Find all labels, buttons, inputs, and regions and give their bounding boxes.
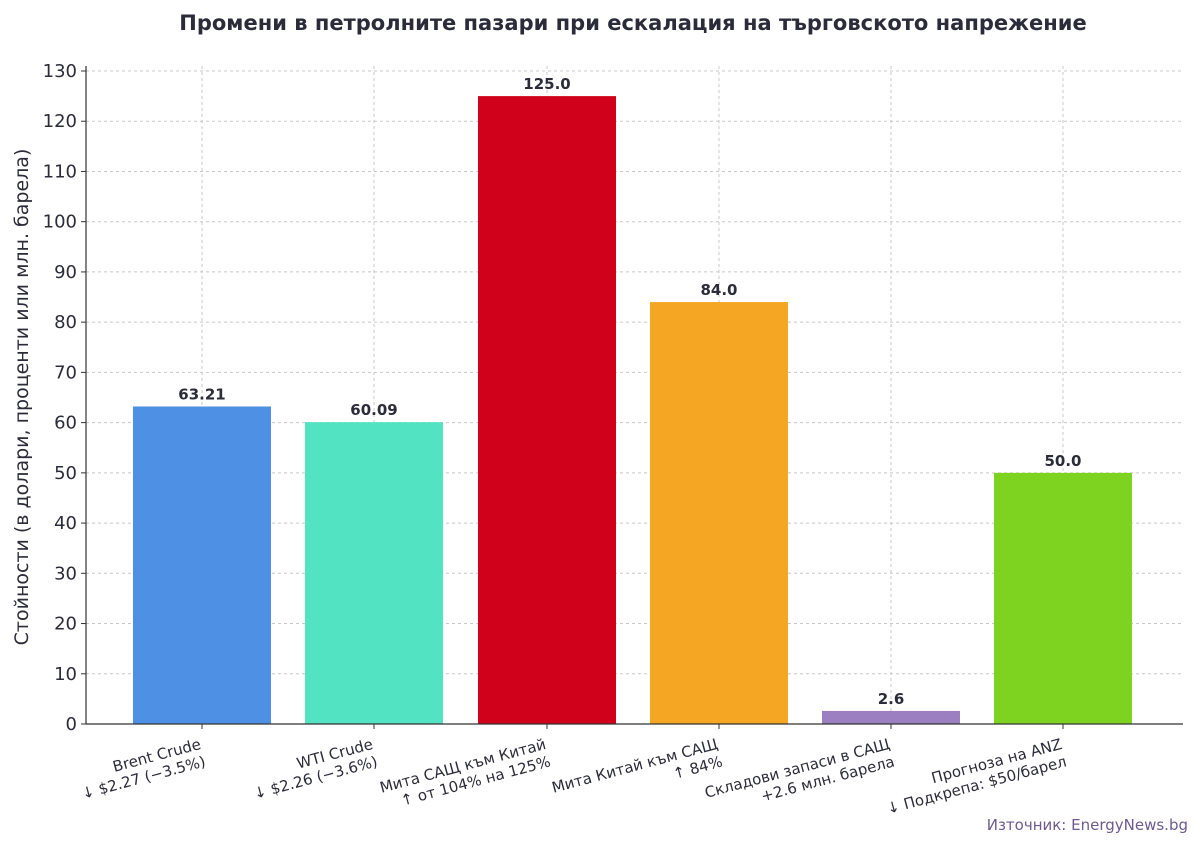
x-tick-label: Складови запаси в САЩ+2.6 млн. барела xyxy=(703,735,897,805)
y-axis-label: Стойности (в долари, проценти или млн. б… xyxy=(11,149,33,646)
bar xyxy=(994,472,1132,724)
y-tick-label: 120 xyxy=(43,111,77,132)
data-label: 60.09 xyxy=(350,401,397,419)
data-label: 84.0 xyxy=(700,281,737,299)
source-note: Източник: EnergyNews.bg xyxy=(986,816,1188,834)
y-tick-label: 70 xyxy=(54,362,77,383)
y-tick-label: 40 xyxy=(54,513,77,534)
y-tick-label: 30 xyxy=(54,563,77,584)
data-label: 63.21 xyxy=(178,385,225,403)
bar xyxy=(478,96,616,725)
data-label: 125.0 xyxy=(523,75,570,93)
y-tick-label: 90 xyxy=(54,262,77,283)
y-tick-label: 100 xyxy=(43,212,77,233)
bar xyxy=(650,302,788,724)
x-tick-label: Brent Crude↓ $2.27 (−3.5%) xyxy=(80,735,208,803)
y-tick-label: 130 xyxy=(43,61,77,82)
bar xyxy=(822,710,960,724)
y-tick-label: 20 xyxy=(54,614,77,635)
x-tick-label: Мита САЩ към Китай↑ от 104% на 125% xyxy=(378,735,553,810)
x-tick-label: Прогноза на ANZ↓ Подкрепа: $50/барел xyxy=(885,735,1069,818)
x-tick-label: WTI Crude↓ $2.26 (−3.6%) xyxy=(252,735,380,803)
bar xyxy=(305,422,443,724)
y-tick-label: 10 xyxy=(54,664,77,685)
bars-layer: 63.21 60.09 125.0 84.0 2.6 50.0 xyxy=(133,75,1132,725)
data-label: 2.6 xyxy=(878,690,905,708)
x-tick-label: Мита Китай към САЩ↑ 84% xyxy=(550,735,725,797)
data-label: 50.0 xyxy=(1044,452,1081,470)
y-tick-label: 0 xyxy=(66,714,77,735)
y-tick-label: 50 xyxy=(54,463,77,484)
y-tick-label: 110 xyxy=(43,161,77,182)
y-tick-label: 80 xyxy=(54,312,77,333)
y-tick-label: 60 xyxy=(54,413,77,434)
chart-title: Промени в петролните пазари при ескалаци… xyxy=(179,11,1086,35)
bar xyxy=(133,406,271,724)
